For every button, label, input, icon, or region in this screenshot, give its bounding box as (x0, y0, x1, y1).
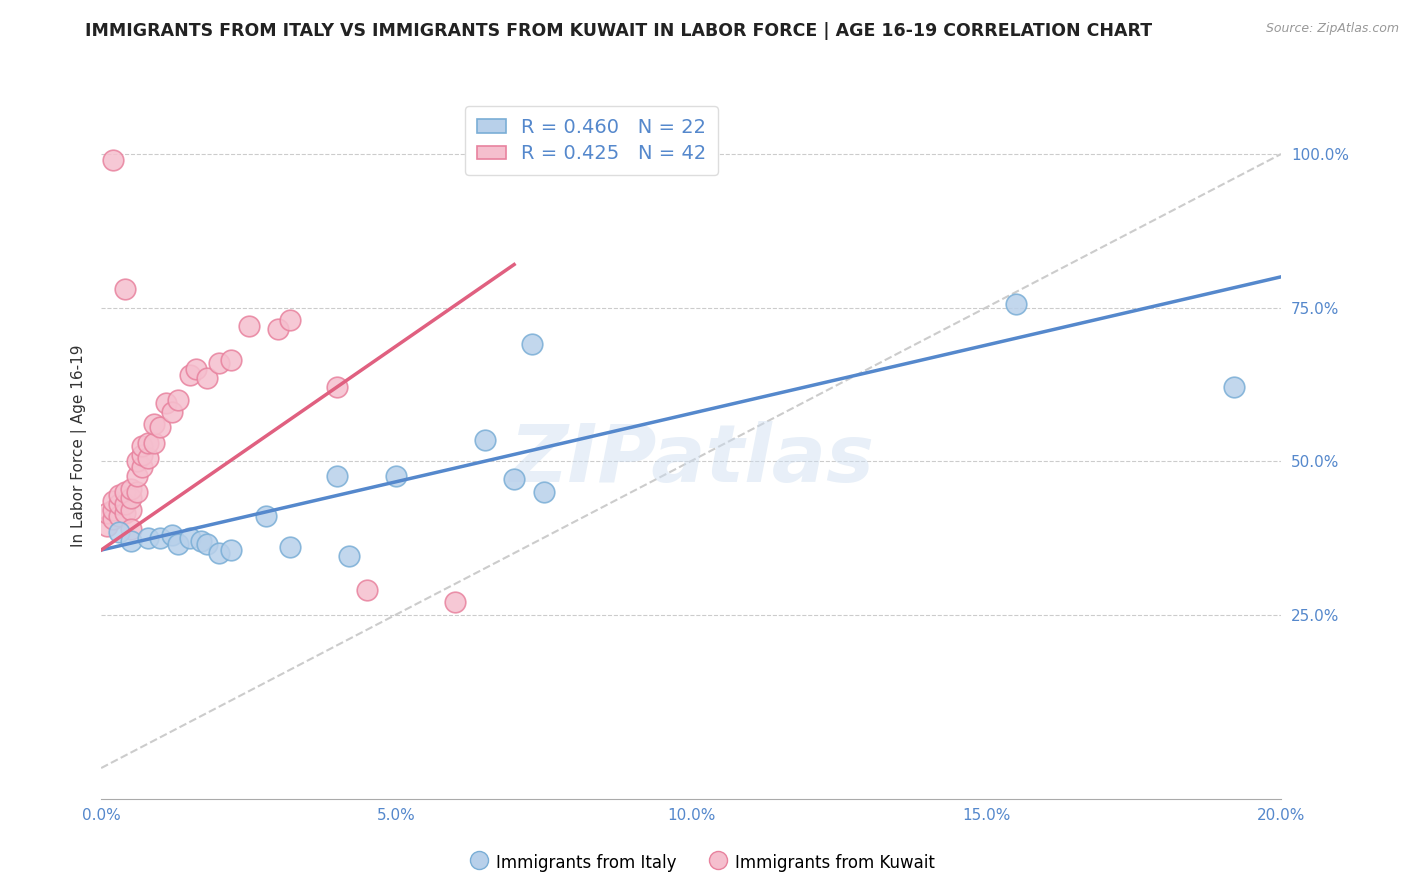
Text: IMMIGRANTS FROM ITALY VS IMMIGRANTS FROM KUWAIT IN LABOR FORCE | AGE 16-19 CORRE: IMMIGRANTS FROM ITALY VS IMMIGRANTS FROM… (86, 22, 1152, 40)
Point (337, 549, 360, 564)
Point (101, 153, 124, 168)
Point (149, 531, 172, 545)
Point (108, 509, 131, 524)
Point (326, 469, 349, 483)
Point (254, 509, 277, 524)
Point (131, 439, 153, 453)
Legend: Immigrants from Italy, Immigrants from Kuwait: Immigrants from Italy, Immigrants from K… (464, 846, 942, 880)
Point (136, 450, 159, 465)
Point (520, 337, 543, 351)
Point (101, 503, 124, 517)
Point (208, 356, 231, 370)
Point (267, 322, 290, 336)
Point (326, 380, 349, 394)
Point (125, 454, 148, 468)
Point (101, 512, 124, 526)
Point (503, 473, 526, 487)
Point (166, 392, 188, 407)
Point (444, 595, 467, 609)
Point (114, 506, 136, 520)
Legend: R = 0.460   N = 22, R = 0.425   N = 42: R = 0.460 N = 22, R = 0.425 N = 42 (465, 106, 718, 175)
Point (114, 497, 136, 511)
Point (125, 469, 148, 483)
Point (1223, 380, 1246, 394)
Point (143, 435, 166, 450)
Point (149, 420, 172, 434)
Point (278, 313, 301, 327)
Point (125, 484, 148, 499)
Point (208, 546, 231, 560)
Point (238, 318, 260, 333)
Point (108, 488, 131, 502)
Point (160, 405, 183, 419)
Point (114, 282, 136, 296)
Point (179, 368, 201, 382)
Point (160, 527, 183, 541)
Point (219, 543, 242, 558)
Point (385, 469, 408, 483)
Point (114, 484, 136, 499)
Point (155, 395, 177, 409)
Point (108, 497, 131, 511)
Point (184, 362, 207, 376)
Point (120, 503, 142, 517)
Point (120, 491, 142, 505)
Point (278, 540, 301, 554)
Point (136, 531, 159, 545)
Point (96, 518, 118, 533)
Text: Source: ZipAtlas.com: Source: ZipAtlas.com (1265, 22, 1399, 36)
Point (120, 533, 142, 548)
Text: ZIPatlas: ZIPatlas (509, 421, 873, 499)
Point (143, 417, 166, 432)
Point (533, 484, 555, 499)
Point (136, 435, 159, 450)
Point (179, 531, 201, 545)
Point (101, 494, 124, 508)
Point (474, 433, 496, 447)
Point (166, 537, 188, 551)
Point (108, 524, 131, 539)
Point (219, 352, 242, 367)
Y-axis label: In Labor Force | Age 16-19: In Labor Force | Age 16-19 (72, 344, 87, 547)
Point (190, 533, 212, 548)
Point (96, 506, 118, 520)
Point (356, 582, 378, 597)
Point (131, 448, 153, 462)
Point (195, 371, 218, 385)
Point (195, 537, 218, 551)
Point (1004, 297, 1026, 311)
Point (131, 460, 153, 475)
Point (120, 522, 142, 536)
Point (120, 482, 142, 496)
